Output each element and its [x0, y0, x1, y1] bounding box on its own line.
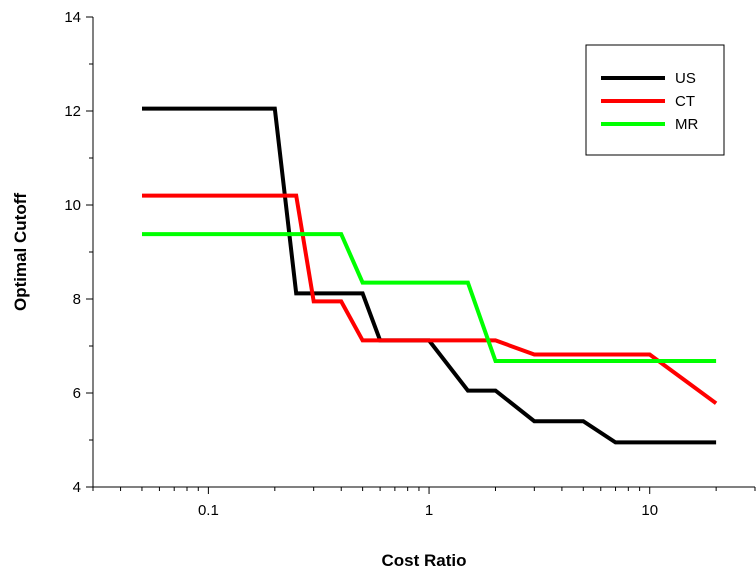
x-tick-label: 0.1: [198, 502, 219, 519]
series-line-ct: [142, 193, 718, 405]
y-tick-label: 4: [73, 479, 81, 496]
x-tick-label: 1: [425, 502, 433, 519]
y-tick-label: 14: [64, 9, 81, 26]
y-tick-label: 8: [73, 291, 81, 308]
legend-label-mr: MR: [675, 116, 698, 133]
series-line-us: [142, 106, 717, 445]
y-tick-label: 12: [64, 103, 81, 120]
y-tick-label: 10: [64, 197, 81, 214]
legend-label-us: US: [675, 70, 696, 87]
series-line-mr: [142, 232, 717, 363]
x-tick-label: 10: [641, 502, 658, 519]
legend-items: US CT MR: [601, 70, 698, 133]
x-axis-title: Cost Ratio: [382, 551, 467, 570]
x-axis-ticks: 0.1 1 10: [92, 487, 756, 519]
y-tick-label: 6: [73, 385, 81, 402]
legend-label-ct: CT: [675, 93, 695, 110]
series-lines: [142, 106, 718, 445]
legend: US CT MR: [585, 44, 725, 156]
y-axis-title: Optimal Cutoff: [11, 193, 30, 311]
y-axis-ticks: 4 6 8 10 12 14: [64, 9, 93, 496]
